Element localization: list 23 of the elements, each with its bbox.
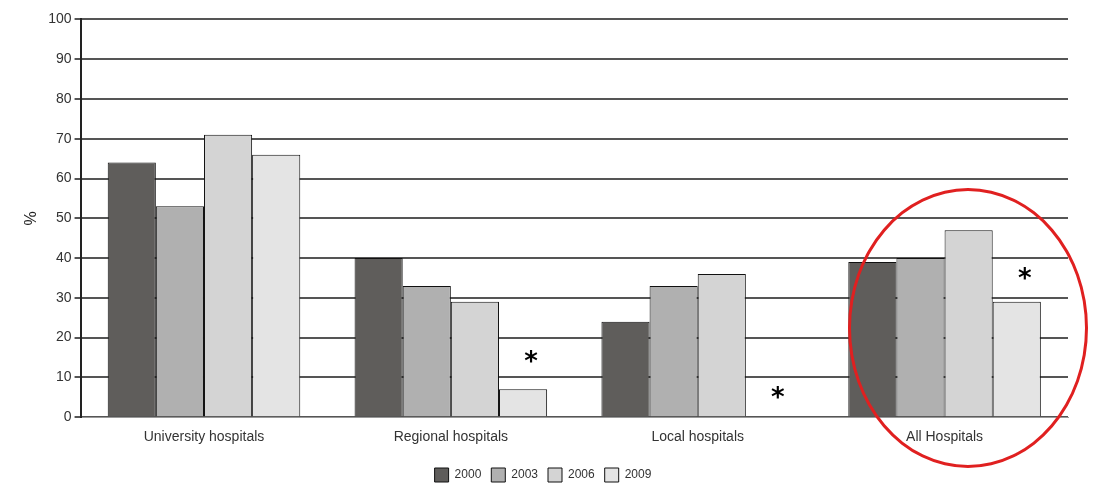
y-tick-label: 100: [48, 10, 72, 27]
y-tick-label: 20: [55, 328, 72, 345]
annotation: *: [1017, 262, 1032, 293]
y-tick-label: 0: [63, 408, 72, 425]
y-tick-label: 90: [55, 50, 72, 67]
legend-label: 2000: [454, 467, 482, 482]
x-tick-label: University hospitals: [143, 428, 265, 445]
y-tick-label: 10: [55, 368, 72, 385]
y-tick-label: 80: [55, 89, 72, 106]
legend-label: 2006: [568, 467, 596, 482]
y-tick-label: 30: [55, 288, 72, 305]
annotation: *: [524, 346, 539, 377]
x-tick-label: Regional hospitals: [393, 428, 509, 445]
y-axis-title: %: [22, 211, 40, 226]
x-tick-label: Local hospitals: [651, 428, 745, 445]
x-tick-label: All Hospitals: [906, 428, 984, 445]
legend-label: 2003: [511, 467, 539, 482]
y-tick-label: 70: [55, 129, 72, 146]
y-tick-label: 60: [55, 169, 72, 186]
annotation: *: [771, 382, 786, 413]
y-tick-label: 40: [55, 248, 72, 265]
legend-label: 2009: [624, 467, 652, 482]
y-tick-label: 50: [55, 209, 72, 226]
